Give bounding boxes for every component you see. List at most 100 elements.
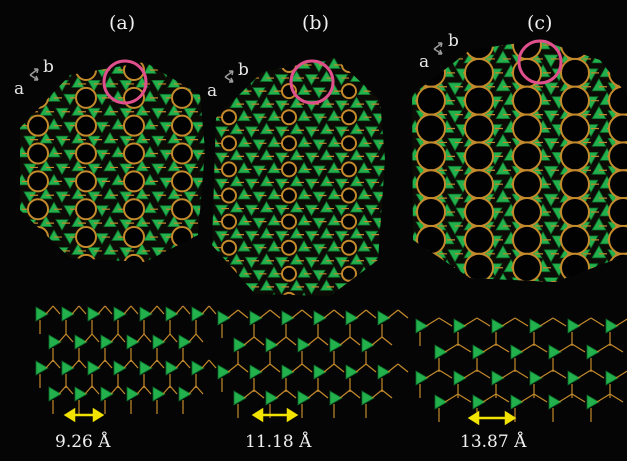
chain-linker xyxy=(169,385,178,395)
polyhedron xyxy=(364,100,379,112)
polyhedron xyxy=(119,107,133,120)
structure-b-sideview xyxy=(217,309,409,418)
chain-linker xyxy=(463,317,478,327)
polyhedron xyxy=(252,269,266,282)
chain-linker xyxy=(110,385,119,395)
polyhedron xyxy=(20,173,29,186)
polyhedron xyxy=(229,279,244,291)
polyhedron xyxy=(447,110,463,124)
polyhedron xyxy=(274,100,289,112)
chain-linker xyxy=(590,369,605,379)
polyhedron xyxy=(95,149,109,162)
polyhedron xyxy=(447,277,463,282)
chain-linker xyxy=(339,336,351,346)
polyhedron xyxy=(357,187,371,200)
polyhedron xyxy=(304,282,319,295)
chain-linker xyxy=(301,309,313,319)
chain-polyhedron xyxy=(548,344,562,360)
polyhedron xyxy=(297,161,311,174)
polyhedron xyxy=(143,201,157,214)
polyhedron xyxy=(47,145,61,158)
polyhedron xyxy=(327,266,341,278)
polyhedron xyxy=(135,104,149,116)
polyhedron xyxy=(495,217,511,231)
polyhedron xyxy=(87,107,101,120)
polyhedron xyxy=(39,104,53,116)
chain-linker xyxy=(615,318,627,327)
polyhedron xyxy=(364,152,379,165)
polyhedron xyxy=(304,178,319,191)
polyhedron xyxy=(319,226,334,239)
polyhedron xyxy=(244,152,259,165)
polyhedron xyxy=(71,76,85,88)
pore xyxy=(464,252,494,282)
chain-linker xyxy=(78,359,87,369)
polyhedron xyxy=(274,204,289,217)
polyhedron xyxy=(349,174,364,187)
chain-linker xyxy=(371,336,383,346)
polyhedron xyxy=(327,213,341,226)
chain-linker xyxy=(444,393,459,403)
polyhedron xyxy=(267,187,281,200)
polyhedron xyxy=(95,177,109,190)
polyhedron xyxy=(274,126,289,139)
polyhedron xyxy=(229,226,244,239)
polyhedron xyxy=(349,148,364,161)
polyhedron xyxy=(543,193,559,207)
structure-c-topview xyxy=(412,40,627,282)
chain-linker xyxy=(91,385,100,395)
chain-linker xyxy=(323,309,335,319)
polyhedron xyxy=(379,70,385,82)
pore xyxy=(281,187,297,204)
polyhedron xyxy=(252,61,266,73)
polyhedron xyxy=(55,163,69,176)
polyhedron xyxy=(183,107,197,120)
pore xyxy=(608,224,627,255)
polyhedron xyxy=(151,219,165,231)
polyhedron xyxy=(119,80,133,92)
polyhedron xyxy=(214,152,229,165)
chain-linker xyxy=(65,385,74,395)
polyhedron xyxy=(415,249,431,263)
pore xyxy=(464,57,494,88)
polyhedron xyxy=(591,50,607,64)
polyhedron xyxy=(259,226,274,239)
chain-linker xyxy=(476,369,491,379)
polyhedron xyxy=(607,54,623,68)
pore xyxy=(75,253,97,262)
distance-label-a: 9.26 Å xyxy=(55,432,111,452)
chain-linker xyxy=(156,305,165,315)
chain-linker xyxy=(301,363,313,373)
polyhedron xyxy=(591,133,607,147)
polyhedron xyxy=(495,77,511,92)
pore xyxy=(512,252,542,282)
pore xyxy=(608,141,627,172)
pore xyxy=(27,253,49,262)
polyhedron xyxy=(297,213,311,226)
pore xyxy=(416,169,446,200)
chain-linker xyxy=(52,305,61,315)
highlight-circle-icon xyxy=(517,39,563,85)
polyhedron xyxy=(412,258,423,273)
polyhedron xyxy=(357,135,371,148)
polyhedron xyxy=(151,80,165,92)
chain-linker xyxy=(476,317,491,327)
chain-linker xyxy=(71,305,80,315)
chain-linker xyxy=(539,317,554,327)
polyhedron xyxy=(274,152,289,165)
chain-polyhedron xyxy=(491,370,505,386)
chain-linker xyxy=(243,389,255,399)
chain-linker xyxy=(558,343,573,353)
polyhedron xyxy=(252,217,266,230)
chain-polyhedron xyxy=(345,310,359,326)
polyhedron xyxy=(159,177,173,190)
polyhedron xyxy=(229,148,244,161)
chain-linker xyxy=(143,385,152,395)
chain-polyhedron xyxy=(510,394,524,410)
pore xyxy=(281,213,297,230)
chain-linker xyxy=(149,305,158,315)
pore xyxy=(416,113,446,144)
polyhedron xyxy=(63,233,77,245)
polyhedron xyxy=(274,74,289,86)
chain-linker xyxy=(195,385,204,395)
